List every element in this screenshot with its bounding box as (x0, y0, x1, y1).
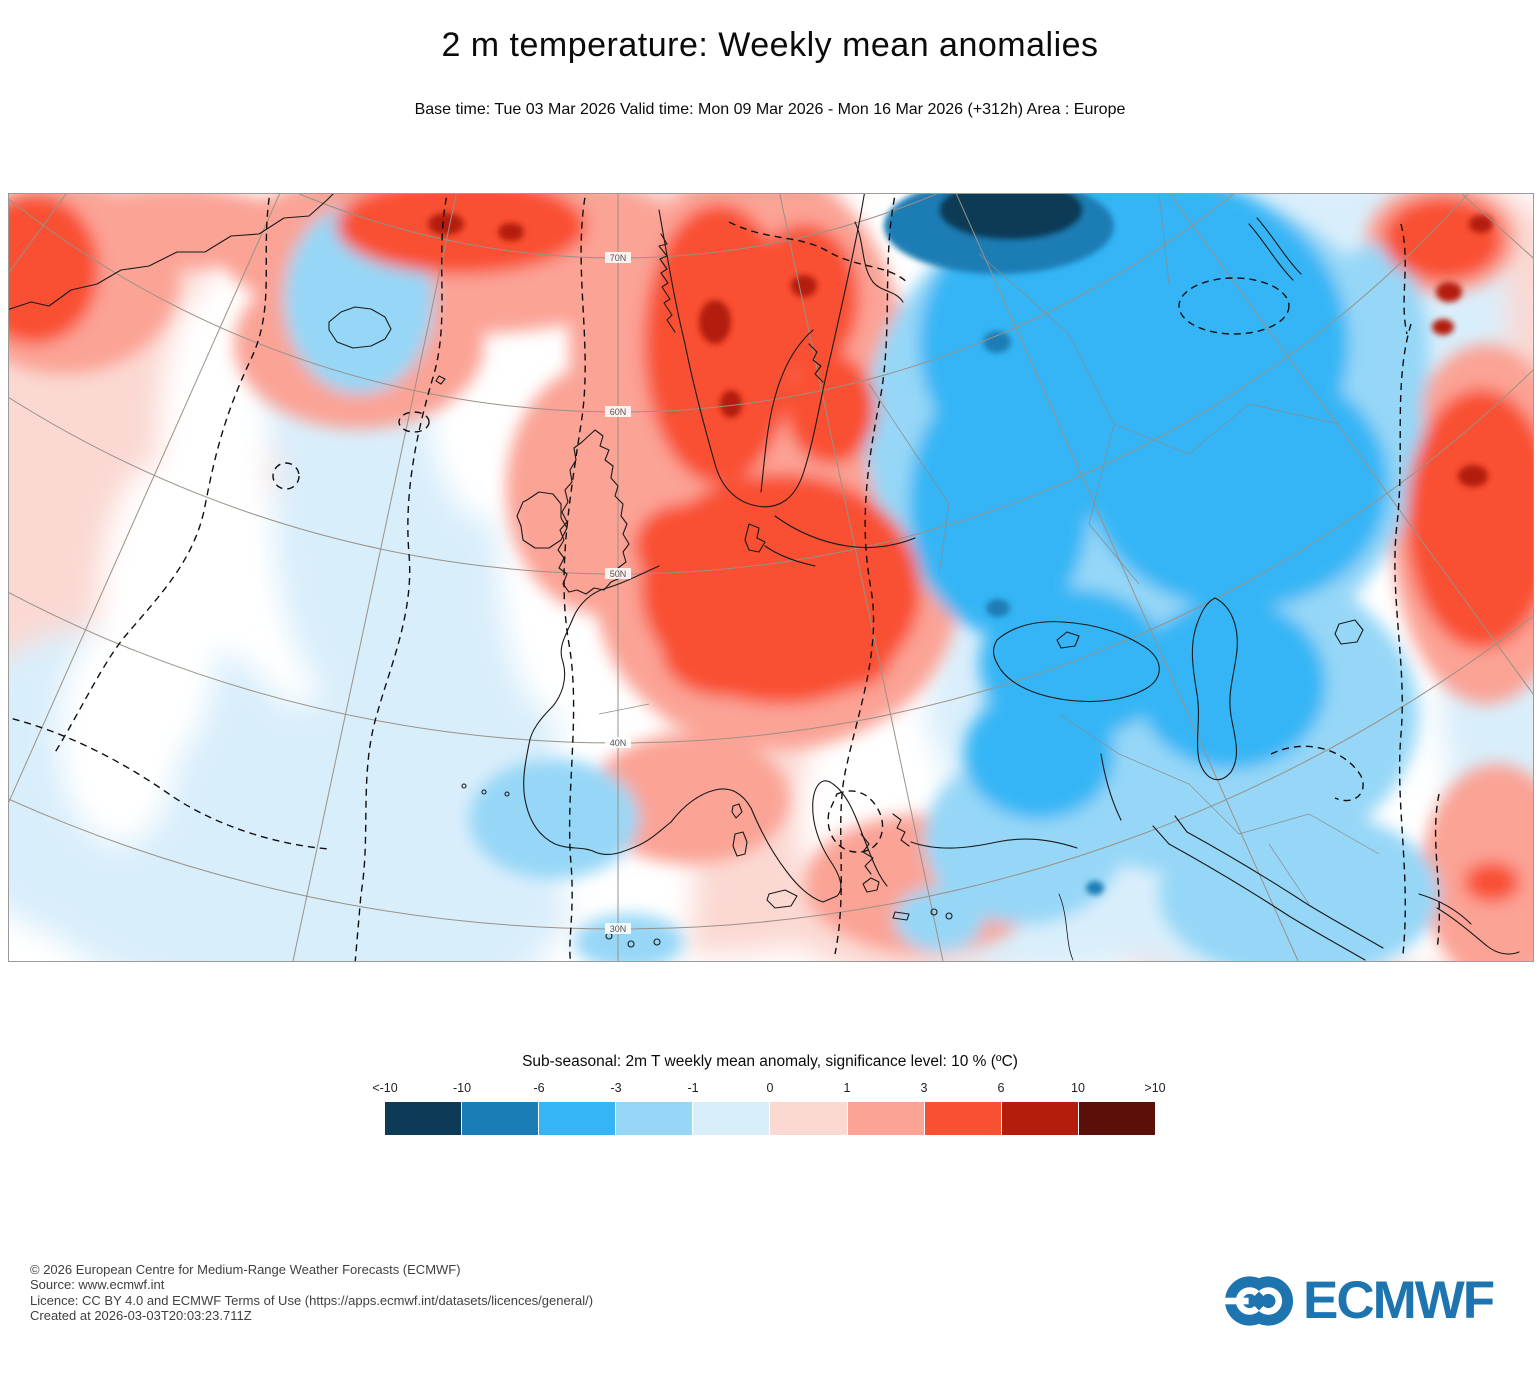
graticule-label: 60N (605, 406, 631, 417)
graticule-label: 40N (605, 737, 631, 748)
anomaly-map: 70N 60N 50N 40N 30N (8, 193, 1534, 962)
legend-ticks: <-10 -10 -6 -3 -1 0 1 3 6 10 >10 (372, 1081, 1165, 1097)
legend-tick-label: 3 (920, 1081, 928, 1095)
legend-tick-label: <-10 (372, 1081, 398, 1095)
dashed-contours (9, 194, 1441, 961)
legend-color-cell (615, 1102, 693, 1135)
legend-color-cell (385, 1102, 462, 1135)
legend-tick-label: -3 (610, 1081, 622, 1095)
svg-text:60N: 60N (610, 407, 627, 417)
page-title: 2 m temperature: Weekly mean anomalies (441, 26, 1099, 64)
map-subtitle: Base time: Tue 03 Mar 2026 Valid time: M… (414, 101, 1126, 118)
ecmwf-logo-text: ECMWF (1303, 1271, 1495, 1330)
legend-color-cell (1000, 1102, 1078, 1135)
anomaly-extremes (428, 194, 1493, 895)
anomaly-map-svg: 70N 60N 50N 40N 30N (9, 194, 1533, 961)
legend-tick-label: 10 (1071, 1081, 1085, 1095)
legend-tick-label: 0 (766, 1081, 774, 1095)
legend-title: Sub-seasonal: 2m T weekly mean anomaly, … (522, 1053, 1018, 1070)
legend-color-cell (692, 1102, 770, 1135)
svg-text:30N: 30N (610, 924, 627, 934)
ecmwf-logo-icon (1224, 1276, 1294, 1326)
graticule-label: 50N (605, 568, 631, 579)
legend-tick-label: 1 (843, 1081, 851, 1095)
country-borders (598, 194, 1380, 905)
legend-tick-label: -1 (687, 1081, 699, 1095)
legend-color-cell (1077, 1102, 1155, 1135)
legend-color-cell (769, 1102, 847, 1135)
footer-line: Created at 2026-03-03T20:03:23.711Z (30, 1308, 252, 1324)
ecmwf-logo: ECMWF (1224, 1270, 1495, 1332)
graticule-labels: 70N 60N 50N 40N 30N (605, 252, 631, 934)
svg-text:50N: 50N (610, 569, 627, 579)
footer-line: Source: www.ecmwf.int (30, 1277, 165, 1293)
svg-text:70N: 70N (610, 253, 627, 263)
coastlines (9, 194, 1520, 961)
legend-color-cell (923, 1102, 1001, 1135)
legend-color-cell (461, 1102, 539, 1135)
footer-line: Licence: CC BY 4.0 and ECMWF Terms of Us… (30, 1292, 594, 1308)
legend-tick-label: 6 (997, 1081, 1005, 1095)
graticule-label: 30N (605, 923, 631, 934)
footer: © 2026 European Centre for Medium-Range … (30, 1262, 593, 1324)
graticule-label: 70N (605, 252, 631, 263)
legend: Sub-seasonal: 2m T weekly mean anomaly, … (372, 1053, 1166, 1135)
footer-line: © 2026 European Centre for Medium-Range … (30, 1262, 461, 1277)
legend-color-cell (846, 1102, 924, 1135)
svg-text:40N: 40N (610, 738, 627, 748)
legend-color-cell (538, 1102, 616, 1135)
legend-tick-label: -10 (452, 1081, 472, 1095)
legend-tick-label: >10 (1144, 1081, 1166, 1095)
legend-colorbar (385, 1102, 1155, 1135)
legend-tick-label: -6 (533, 1081, 545, 1095)
